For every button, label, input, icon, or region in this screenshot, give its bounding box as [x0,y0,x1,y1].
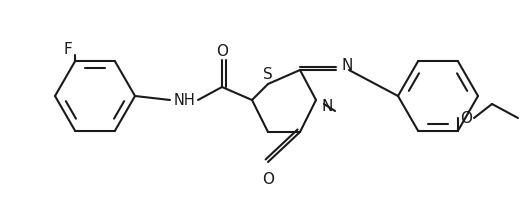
Text: N: N [341,57,353,72]
Text: N: N [321,98,332,113]
Text: O: O [216,44,228,58]
Text: S: S [263,67,273,82]
Text: F: F [64,42,72,57]
Text: NH: NH [173,92,195,108]
Text: O: O [460,110,472,126]
Text: O: O [262,172,274,187]
